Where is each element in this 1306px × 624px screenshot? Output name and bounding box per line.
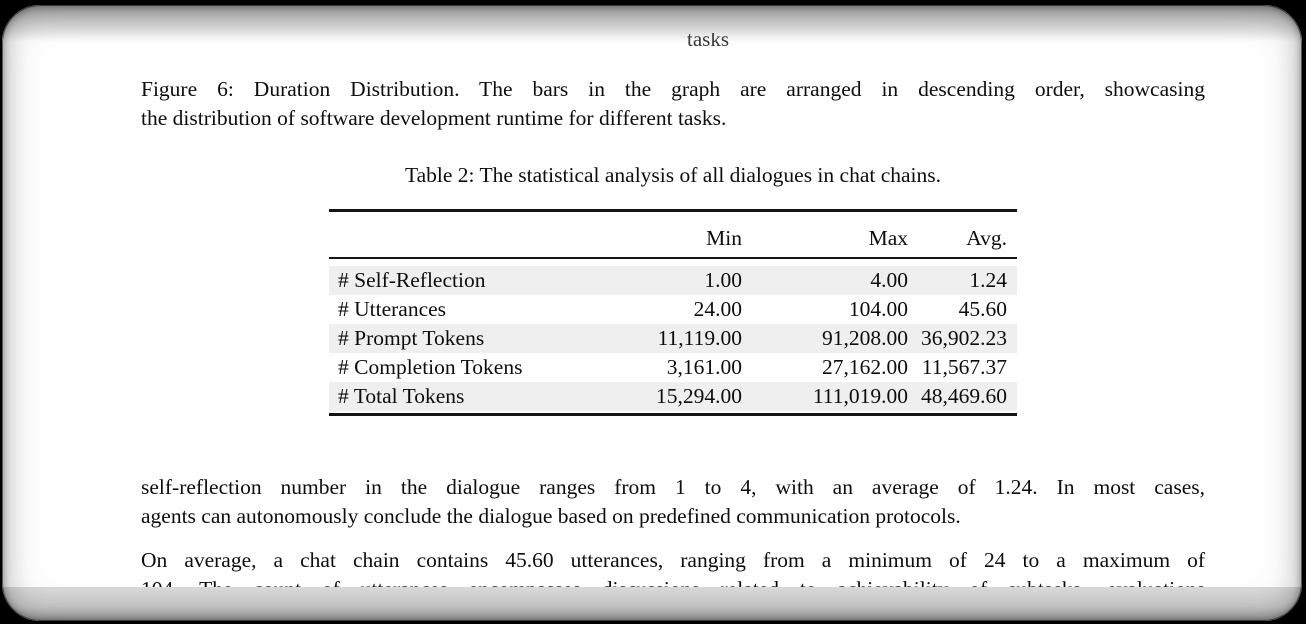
paragraph1-line2: agents can autonomously conclude the dia… xyxy=(141,504,961,528)
toolbar-shadow-gradient xyxy=(2,5,1302,42)
figure-caption-line2: the distribution of software development… xyxy=(141,106,727,130)
figure-caption-line1: Figure 6: Duration Distribution. The bar… xyxy=(141,77,1205,101)
header-cell-min: Min xyxy=(706,226,742,250)
row-label-cell: # Prompt Tokens xyxy=(338,326,485,350)
row-label-cell: # Completion Tokens xyxy=(338,355,523,379)
paragraph1-line1: self-reflection number in the dialogue r… xyxy=(141,475,1205,499)
min-cell: 1.00 xyxy=(704,268,742,292)
max-cell: 91,208.00 xyxy=(822,326,908,350)
table-row: # Prompt Tokens 11,119.00 91,208.00 36,9… xyxy=(329,324,1017,353)
header-cell-avg: Avg. xyxy=(966,226,1007,250)
min-cell: 3,161.00 xyxy=(666,355,742,379)
avg-cell: 11,567.37 xyxy=(921,355,1007,379)
body-paragraph-1: self-reflection number in the dialogue r… xyxy=(141,473,1205,531)
max-cell: 104.00 xyxy=(848,297,908,321)
row-label-cell: # Utterances xyxy=(338,297,447,321)
row-label-cell: # Self-Reflection xyxy=(338,268,486,292)
avg-cell: 45.60 xyxy=(958,297,1007,321)
table-header-row: Min Max Avg. xyxy=(329,212,1017,259)
table-row: # Total Tokens 15,294.00 111,019.00 48,4… xyxy=(329,382,1017,411)
min-cell: 24.00 xyxy=(693,297,742,321)
max-cell: 111,019.00 xyxy=(812,384,908,408)
table-body: # Self-Reflection 1.00 4.00 1.24 # Utter… xyxy=(329,259,1017,416)
min-cell: 11,119.00 xyxy=(657,326,742,350)
avg-cell: 36,902.23 xyxy=(921,326,1007,350)
avg-cell: 48,469.60 xyxy=(921,384,1007,408)
clipped-chart-axis-label: tasks xyxy=(684,33,762,47)
table-caption: Table 2: The statistical analysis of all… xyxy=(404,163,942,187)
max-cell: 4.00 xyxy=(870,268,908,292)
header-cell-max: Max xyxy=(868,226,908,250)
max-cell: 27,162.00 xyxy=(822,355,908,379)
row-label-cell: # Total Tokens xyxy=(338,384,465,408)
stats-table: Min Max Avg. # Self-Reflection 1.00 4.00… xyxy=(329,209,1017,416)
avg-cell: 1.24 xyxy=(969,268,1007,292)
table-row: # Self-Reflection 1.00 4.00 1.24 xyxy=(329,266,1017,295)
table-row: # Utterances 24.00 104.00 45.60 xyxy=(329,295,1017,324)
paragraph2-line1: On average, a chat chain contains 45.60 … xyxy=(141,548,1205,572)
table-row: # Completion Tokens 3,161.00 27,162.00 1… xyxy=(329,353,1017,382)
axis-label-tasks-text: tasks xyxy=(684,33,732,47)
figure-caption: Figure 6: Duration Distribution. The bar… xyxy=(141,75,1205,133)
document-page[interactable]: Figure 6: Duration Distribution. The bar… xyxy=(2,5,1302,621)
min-cell: 15,294.00 xyxy=(656,384,742,408)
app-window: tasks Figure 6: Duration Distribution. T… xyxy=(2,5,1302,621)
page-bottom-edge-band xyxy=(2,587,1302,621)
